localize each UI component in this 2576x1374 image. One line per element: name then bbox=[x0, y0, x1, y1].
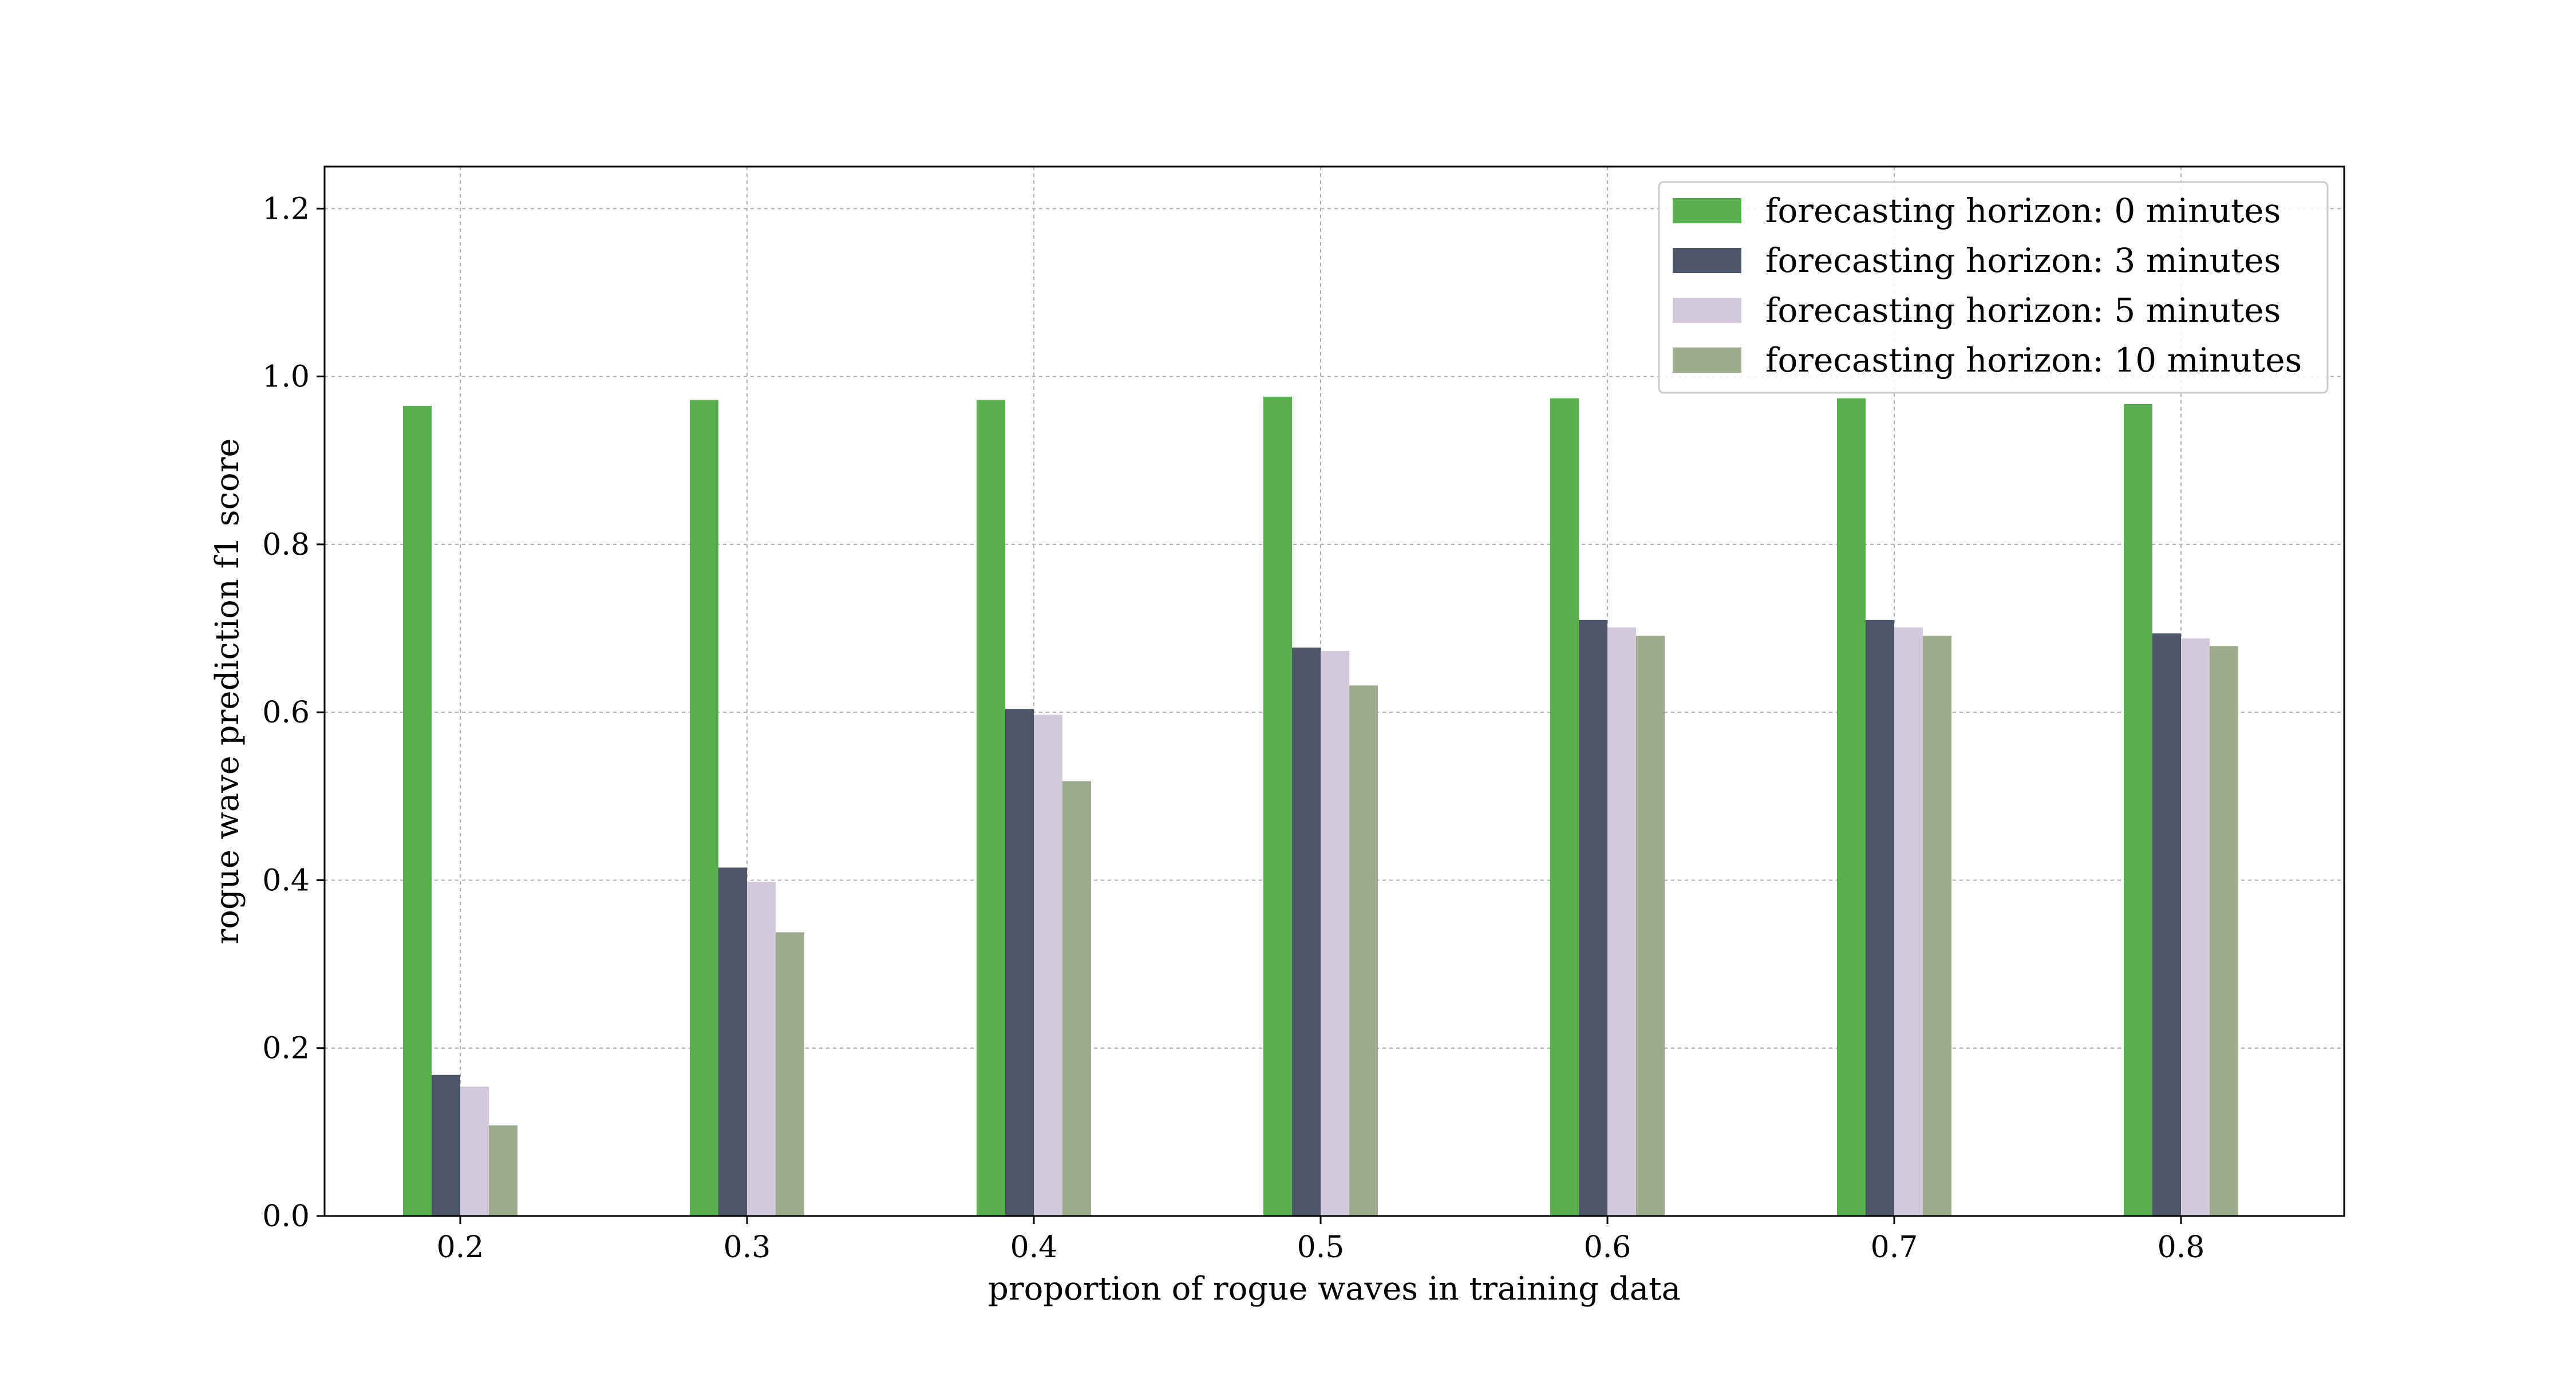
bar-series-3-cat-2 bbox=[1062, 781, 1091, 1216]
bar-series-1-cat-3 bbox=[1292, 647, 1321, 1216]
x-tick-label: 0.3 bbox=[724, 1230, 771, 1265]
x-tick-label: 0.7 bbox=[1871, 1230, 1918, 1265]
bar-series-1-cat-4 bbox=[1579, 619, 1607, 1216]
bar-series-3-cat-1 bbox=[776, 932, 804, 1216]
bar-series-1-cat-6 bbox=[2152, 633, 2181, 1216]
legend-label-1: forecasting horizon: 3 minutes bbox=[1765, 241, 2281, 280]
bar-series-2-cat-5 bbox=[1894, 627, 1923, 1216]
y-tick-label: 0.4 bbox=[262, 863, 310, 898]
bar-series-0-cat-4 bbox=[1550, 398, 1579, 1217]
legend-swatch-0 bbox=[1673, 198, 1741, 223]
legend-swatch-1 bbox=[1673, 248, 1741, 273]
bar-series-3-cat-0 bbox=[489, 1125, 517, 1216]
bar-series-1-cat-1 bbox=[718, 867, 747, 1216]
bar-series-3-cat-4 bbox=[1636, 635, 1665, 1216]
x-tick-label: 0.2 bbox=[437, 1230, 484, 1265]
bar-series-2-cat-0 bbox=[460, 1087, 489, 1216]
bar-series-2-cat-3 bbox=[1321, 651, 1349, 1216]
bar-series-3-cat-5 bbox=[1923, 635, 1951, 1216]
legend-label-2: forecasting horizon: 5 minutes bbox=[1765, 291, 2281, 330]
bar-series-2-cat-4 bbox=[1607, 627, 1636, 1216]
bar-series-0-cat-5 bbox=[1837, 398, 1866, 1217]
y-tick-label: 0.8 bbox=[262, 528, 310, 562]
bar-series-1-cat-5 bbox=[1866, 619, 1894, 1216]
bar-series-1-cat-2 bbox=[1005, 709, 1034, 1216]
legend-swatch-3 bbox=[1673, 348, 1741, 373]
legend-box bbox=[1658, 181, 2329, 394]
bars-layer bbox=[403, 396, 2238, 1217]
y-axis-label: rogue wave prediction f1 score bbox=[209, 439, 246, 945]
x-axis-label: proportion of rogue waves in training da… bbox=[988, 1270, 1681, 1308]
x-tick-label: 0.4 bbox=[1010, 1230, 1058, 1265]
bar-series-1-cat-0 bbox=[432, 1075, 460, 1216]
bar-series-0-cat-3 bbox=[1263, 396, 1292, 1216]
bar-series-0-cat-0 bbox=[403, 405, 432, 1216]
y-tick-label: 1.2 bbox=[262, 192, 310, 226]
bar-series-0-cat-6 bbox=[2124, 404, 2152, 1216]
bar-series-0-cat-2 bbox=[977, 400, 1005, 1216]
x-tick-label: 0.5 bbox=[1297, 1230, 1345, 1265]
bar-series-2-cat-2 bbox=[1034, 714, 1062, 1216]
y-tick-label: 0.2 bbox=[262, 1032, 310, 1066]
x-tick-label: 0.8 bbox=[2158, 1230, 2205, 1265]
legend-label-3: forecasting horizon: 10 minutes bbox=[1765, 341, 2302, 380]
y-tick-label: 0.0 bbox=[262, 1199, 310, 1234]
legend: forecasting horizon: 0 minutes forecastin… bbox=[1658, 181, 2329, 394]
plot-frame bbox=[323, 165, 2345, 1217]
bar-series-0-cat-1 bbox=[690, 400, 718, 1216]
ticks-layer: 0.0 0.2 0.4 0.6 0.8 1.0 1.2 0.2 0.3 0.4 0.5 0.6 0.7 0… bbox=[262, 192, 2204, 1265]
legend-swatch-2 bbox=[1673, 298, 1741, 323]
x-tick-label: 0.6 bbox=[1584, 1230, 1631, 1265]
legend-label-0: forecasting horizon: 0 minutes bbox=[1765, 191, 2281, 230]
bar-series-3-cat-3 bbox=[1349, 685, 1378, 1216]
y-tick-label: 0.6 bbox=[262, 696, 310, 730]
bar-series-2-cat-1 bbox=[747, 882, 776, 1216]
legend-items: forecasting horizon: 0 minutes forecastin… bbox=[1673, 191, 2302, 380]
y-tick-label: 1.0 bbox=[262, 360, 310, 394]
bar-series-3-cat-6 bbox=[2210, 646, 2238, 1216]
bar-series-2-cat-6 bbox=[2181, 638, 2210, 1216]
